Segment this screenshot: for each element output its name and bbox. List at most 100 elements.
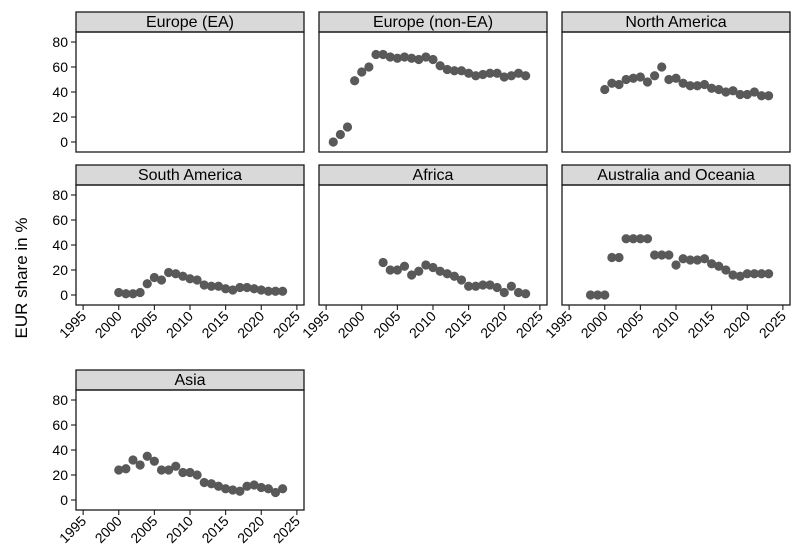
y-tick-label: 20 [52, 109, 68, 125]
data-point [671, 73, 681, 83]
data-point [178, 271, 188, 281]
plot-panel [75, 31, 305, 153]
y-tick-label: 40 [52, 442, 68, 458]
data-point [206, 479, 216, 489]
data-point [692, 81, 702, 91]
facet-title: Europe (non-EA) [373, 14, 493, 31]
y-tick-label: 20 [52, 262, 68, 278]
data-point [421, 260, 431, 270]
x-tick-label: 2005 [613, 308, 646, 341]
data-point [385, 52, 395, 62]
x-tick-label: 2010 [406, 308, 439, 341]
data-point [664, 250, 674, 260]
data-point [378, 49, 388, 60]
data-point [600, 290, 610, 300]
data-point [728, 86, 738, 96]
data-point [714, 261, 724, 271]
data-point [213, 281, 224, 291]
data-point [735, 271, 745, 281]
data-point [392, 265, 402, 275]
data-point [357, 67, 367, 77]
data-point [471, 71, 481, 81]
data-point [721, 265, 731, 275]
data-point [464, 68, 474, 78]
data-point [492, 282, 502, 293]
data-point [756, 91, 767, 101]
facet-panel-3: North America [561, 11, 791, 153]
data-point [156, 275, 167, 285]
data-point [671, 260, 681, 270]
data-point [657, 62, 667, 72]
data-point [171, 461, 181, 471]
x-tick-label: 2015 [198, 513, 231, 546]
y-tick-label: 60 [52, 59, 68, 75]
x-tick-label: 2025 [270, 308, 303, 341]
data-point [485, 280, 495, 290]
y-tick-label: 40 [52, 84, 68, 100]
data-point [435, 266, 445, 276]
data-point [499, 72, 509, 82]
data-point [278, 286, 288, 296]
data-point [642, 77, 653, 87]
data-point [128, 455, 138, 465]
data-point [628, 234, 638, 244]
data-point [456, 275, 467, 285]
data-point [128, 289, 138, 299]
x-tick-label: 2010 [649, 308, 682, 341]
x-tick-label: 2000 [92, 513, 125, 546]
data-point [428, 262, 438, 273]
data-point [121, 464, 131, 474]
data-point [121, 289, 131, 299]
facet-title: North America [625, 14, 726, 31]
x-tick-label: 2025 [756, 308, 789, 341]
data-point [485, 68, 495, 78]
x-tick-label: 2015 [684, 308, 717, 341]
data-point [192, 470, 202, 480]
data-point [764, 269, 774, 279]
data-point [428, 54, 438, 65]
data-point [635, 234, 645, 244]
data-point [749, 269, 759, 279]
y-tick-label: 80 [52, 34, 68, 50]
data-point [414, 266, 424, 276]
data-point [156, 465, 167, 475]
facet-title: South America [138, 167, 242, 184]
facet-title: Australia and Oceania [597, 167, 755, 184]
x-tick-label: 2000 [92, 308, 125, 341]
data-point [513, 287, 524, 298]
y-tick-label: 80 [52, 187, 68, 203]
facet-panel-6: Australia and Oceania 1995 2000 2005 2010 201… [542, 164, 791, 341]
data-point [221, 284, 231, 294]
x-tick-label: 1995 [299, 308, 332, 341]
data-point [149, 456, 159, 466]
data-point [642, 234, 653, 244]
data-point [249, 480, 259, 490]
data-point [628, 73, 638, 83]
data-point [256, 285, 266, 295]
data-point [385, 265, 395, 275]
y-tick-label: 40 [52, 237, 68, 253]
data-point [235, 282, 245, 293]
y-tick-label: 0 [60, 134, 68, 150]
data-point [600, 84, 610, 95]
data-point [228, 485, 238, 495]
data-point [721, 87, 731, 97]
data-point [707, 259, 717, 269]
data-point [142, 451, 152, 461]
data-point [135, 287, 145, 298]
data-point [399, 52, 410, 62]
plot-panel [561, 184, 791, 306]
x-tick-label: 2000 [335, 308, 368, 341]
data-point [178, 467, 188, 478]
data-point [206, 281, 216, 291]
data-point [171, 269, 181, 279]
data-point [742, 269, 752, 279]
y-tick-label: 60 [52, 212, 68, 228]
data-point [442, 64, 452, 75]
data-point [364, 62, 374, 72]
data-point [521, 71, 531, 81]
data-point [742, 89, 752, 100]
data-point [399, 261, 410, 271]
data-point [414, 54, 424, 65]
